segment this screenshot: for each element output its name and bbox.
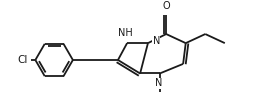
Text: N: N: [153, 36, 160, 46]
Text: Cl: Cl: [18, 55, 28, 65]
Text: N: N: [155, 78, 162, 88]
Text: O: O: [162, 1, 170, 11]
Text: NH: NH: [118, 28, 133, 38]
